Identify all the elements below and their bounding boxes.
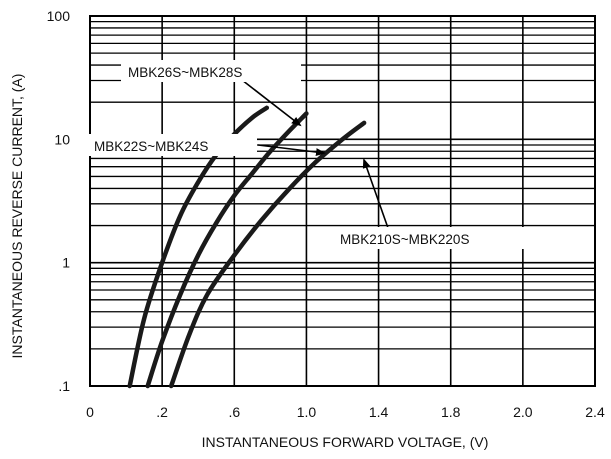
series-labels: MBK26S~MBK28S MBK22S~MBK24S MBK210S~MBK2… bbox=[89, 60, 530, 249]
grid bbox=[90, 16, 595, 386]
y-axis-label: INSTANTANEOUS REVERSE CURRENT, (A) bbox=[9, 74, 25, 359]
series-label-bg-mbk22s bbox=[89, 134, 257, 156]
y-tick-labels: .1 1 10 100 bbox=[47, 8, 71, 394]
x-tick-label: .2 bbox=[156, 404, 168, 420]
series-label-mbk210s: MBK210S~MBK220S bbox=[340, 232, 469, 247]
x-tick-label: 2.0 bbox=[513, 404, 533, 420]
y-tick-label: 100 bbox=[47, 8, 71, 24]
y-tick-label: 1 bbox=[62, 255, 70, 271]
series-label-bg-mbk26s bbox=[121, 60, 301, 82]
x-tick-label: 0 bbox=[86, 404, 94, 420]
series-line-0 bbox=[127, 105, 270, 389]
series-line-1 bbox=[145, 111, 309, 389]
series-layer bbox=[127, 105, 367, 389]
series-label-mbk22s: MBK22S~MBK24S bbox=[94, 139, 208, 154]
plot-frame bbox=[89, 15, 596, 387]
x-tick-label: 1.8 bbox=[441, 404, 461, 420]
annotation-arrow-mbk22s bbox=[257, 144, 326, 157]
x-tick-label: .6 bbox=[228, 404, 240, 420]
y-tick-label: .1 bbox=[58, 378, 70, 394]
annotation-arrow-mbk210s bbox=[362, 158, 389, 229]
series-label-mbk26s: MBK26S~MBK28S bbox=[128, 65, 242, 80]
series-line-2 bbox=[168, 120, 367, 389]
x-tick-label: 2.4 bbox=[585, 404, 605, 420]
x-tick-label: 1.4 bbox=[369, 404, 389, 420]
series-label-bg-mbk210s bbox=[336, 227, 530, 249]
annotations bbox=[241, 79, 389, 229]
y-tick-label: 10 bbox=[54, 131, 70, 147]
x-tick-labels: 0 .2 .6 1.0 1.4 1.8 2.0 2.4 bbox=[86, 404, 605, 420]
x-tick-label: 1.0 bbox=[297, 404, 317, 420]
annotation-arrow-mbk26s bbox=[241, 79, 302, 127]
x-axis-label: INSTANTANEOUS FORWARD VOLTAGE, (V) bbox=[202, 434, 489, 450]
